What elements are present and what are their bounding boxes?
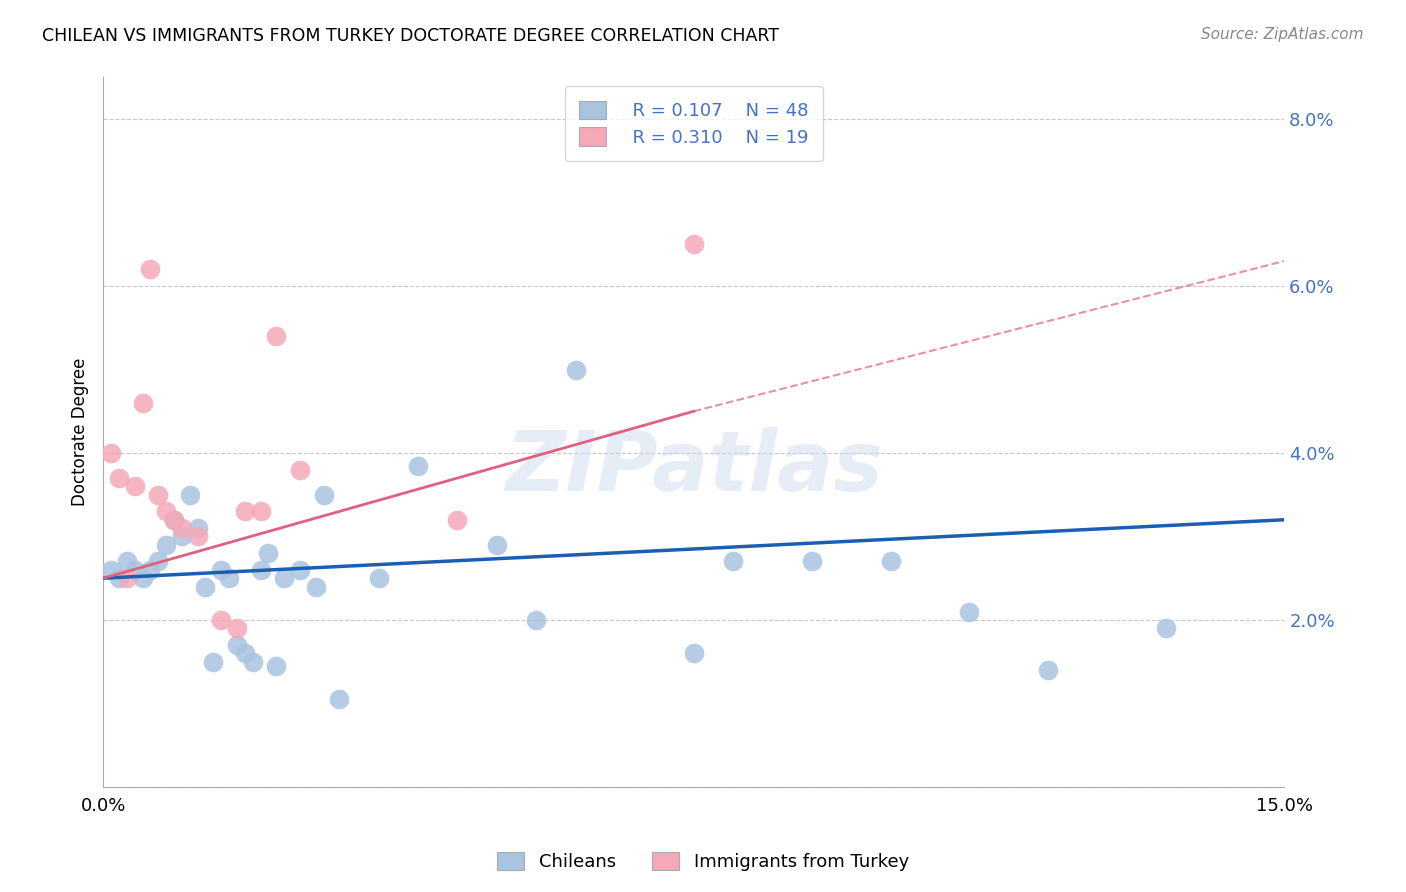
Point xyxy=(485,538,508,552)
Point xyxy=(155,504,177,518)
Point xyxy=(242,655,264,669)
Point xyxy=(249,504,271,518)
Point xyxy=(108,471,131,485)
Point xyxy=(155,538,177,552)
Text: CHILEAN VS IMMIGRANTS FROM TURKEY DOCTORATE DEGREE CORRELATION CHART: CHILEAN VS IMMIGRANTS FROM TURKEY DOCTOR… xyxy=(42,27,779,45)
Point xyxy=(226,621,249,635)
Text: ZIPatlas: ZIPatlas xyxy=(505,427,883,508)
Point xyxy=(209,563,232,577)
Point xyxy=(957,605,980,619)
Y-axis label: Doctorate Degree: Doctorate Degree xyxy=(72,358,89,507)
Point xyxy=(218,571,240,585)
Point xyxy=(1154,621,1177,635)
Point xyxy=(682,646,704,660)
Point xyxy=(273,571,295,585)
Point xyxy=(1036,663,1059,677)
Point xyxy=(163,513,186,527)
Point xyxy=(170,521,193,535)
Point xyxy=(124,563,146,577)
Point xyxy=(721,554,744,568)
Point xyxy=(209,613,232,627)
Point xyxy=(194,580,217,594)
Point xyxy=(115,571,138,585)
Point xyxy=(100,446,122,460)
Point xyxy=(233,646,256,660)
Point xyxy=(446,513,468,527)
Point xyxy=(100,563,122,577)
Text: Source: ZipAtlas.com: Source: ZipAtlas.com xyxy=(1201,27,1364,42)
Point xyxy=(131,396,153,410)
Point xyxy=(148,488,170,502)
Point xyxy=(257,546,280,560)
Point xyxy=(139,262,162,277)
Point xyxy=(406,458,429,473)
Point xyxy=(139,563,162,577)
Point xyxy=(233,504,256,518)
Point xyxy=(108,571,131,585)
Point xyxy=(163,513,186,527)
Point xyxy=(226,638,249,652)
Point xyxy=(328,692,350,706)
Legend: Chileans, Immigrants from Turkey: Chileans, Immigrants from Turkey xyxy=(491,845,915,879)
Point xyxy=(148,554,170,568)
Point xyxy=(179,488,201,502)
Point xyxy=(305,580,328,594)
Point xyxy=(312,488,335,502)
Point xyxy=(170,529,193,543)
Point xyxy=(524,613,547,627)
Point xyxy=(249,563,271,577)
Point xyxy=(564,362,586,376)
Point xyxy=(131,571,153,585)
Point xyxy=(288,563,311,577)
Point xyxy=(187,529,209,543)
Point xyxy=(367,571,389,585)
Point xyxy=(187,521,209,535)
Point xyxy=(266,658,288,673)
Legend:   R = 0.107    N = 48,   R = 0.310    N = 19: R = 0.107 N = 48, R = 0.310 N = 19 xyxy=(565,87,823,161)
Point xyxy=(115,554,138,568)
Point xyxy=(879,554,901,568)
Point xyxy=(124,479,146,493)
Point xyxy=(682,237,704,252)
Point xyxy=(288,463,311,477)
Point xyxy=(800,554,823,568)
Point xyxy=(266,329,288,343)
Point xyxy=(202,655,225,669)
